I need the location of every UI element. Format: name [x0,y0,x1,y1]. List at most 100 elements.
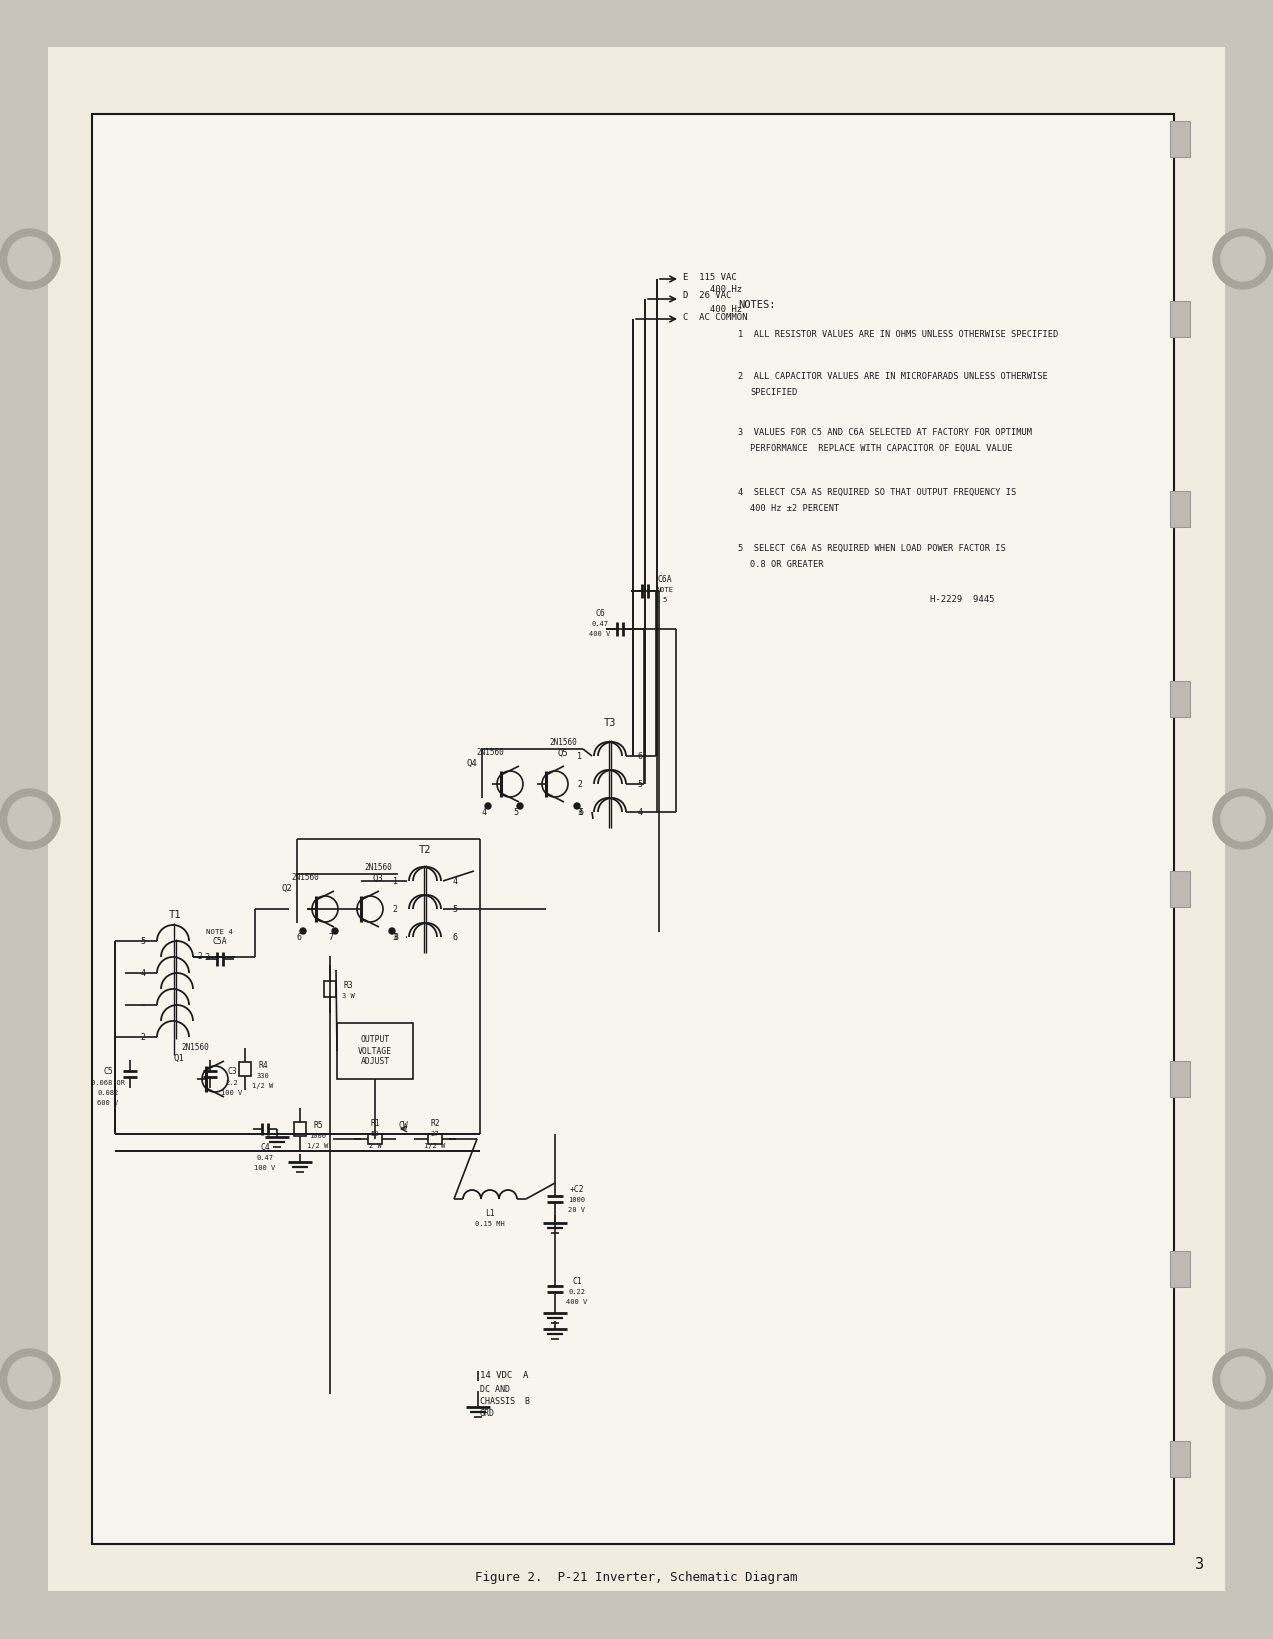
Bar [1170,682,1190,718]
Text: 14 VDC  A: 14 VDC A [480,1370,528,1380]
Circle shape [1213,229,1273,290]
Text: 5: 5 [452,905,457,915]
Text: C  AC COMMON: C AC COMMON [684,313,747,321]
Bar [1170,1441,1190,1477]
Text: 0.082: 0.082 [97,1090,118,1095]
Text: 2: 2 [140,1033,145,1042]
Text: R1: R1 [370,1119,379,1128]
Circle shape [1221,238,1265,282]
Text: T1: T1 [169,910,181,919]
Circle shape [332,928,339,934]
Text: 0.15 MH: 0.15 MH [475,1221,505,1226]
Bar [92,115,1174,1544]
Text: 400 V: 400 V [589,631,611,636]
Circle shape [574,803,580,810]
Circle shape [1213,1349,1273,1410]
Text: 6: 6 [297,933,302,942]
Text: H-2229  9445: H-2229 9445 [931,595,994,605]
Text: 2.2: 2.2 [225,1080,238,1085]
Text: VOLTAGE: VOLTAGE [358,1046,392,1056]
Text: 400 Hz: 400 Hz [684,305,742,313]
Circle shape [390,928,395,934]
Circle shape [0,229,60,290]
Text: 2 W: 2 W [369,1142,382,1149]
Bar [1170,121,1190,157]
Bar [1170,302,1190,338]
Text: 1000: 1000 [309,1133,326,1139]
Circle shape [1213,790,1273,849]
Text: 3  VALUES FOR C5 AND C6A SELECTED AT FACTORY FOR OPTIMUM: 3 VALUES FOR C5 AND C6A SELECTED AT FACT… [738,428,1032,436]
Text: 5: 5 [663,597,667,603]
Text: Q2: Q2 [281,883,293,892]
Bar [1170,492,1190,528]
Text: 2: 2 [578,780,583,788]
Text: 2  ALL CAPACITOR VALUES ARE IN MICROFARADS UNLESS OTHERWISE: 2 ALL CAPACITOR VALUES ARE IN MICROFARAD… [738,372,1048,380]
Text: R5: R5 [313,1121,323,1129]
Circle shape [1221,798,1265,841]
Text: 0.068 OR: 0.068 OR [90,1080,125,1085]
Text: C5: C5 [103,1067,113,1075]
Text: 5: 5 [513,808,518,816]
Bar [1170,1251,1190,1287]
Text: 5  SELECT C6A AS REQUIRED WHEN LOAD POWER FACTOR IS: 5 SELECT C6A AS REQUIRED WHEN LOAD POWER… [738,544,1006,552]
Text: SPECIFIED: SPECIFIED [750,388,797,397]
Text: 3: 3 [392,933,397,942]
Circle shape [8,798,52,841]
Text: 4: 4 [452,877,457,887]
Text: Q5: Q5 [558,747,568,757]
Text: NOTE 4: NOTE 4 [206,928,233,934]
Circle shape [0,790,60,849]
Text: Q4: Q4 [467,757,477,767]
Bar [428,1134,442,1144]
Text: 5: 5 [140,938,145,946]
Text: R3: R3 [344,980,353,990]
Text: 8: 8 [393,933,398,942]
Bar [1170,1062,1190,1098]
Circle shape [300,928,306,934]
Text: C5A: C5A [213,938,228,946]
Text: 1/2 W: 1/2 W [307,1142,328,1149]
Text: 6: 6 [638,752,643,760]
Text: 1/2 W: 1/2 W [424,1142,446,1149]
Text: 100 V: 100 V [222,1090,243,1095]
Text: 400 V: 400 V [566,1298,588,1305]
Text: OUTPUT: OUTPUT [360,1034,390,1044]
Text: 2N1560: 2N1560 [549,738,577,747]
Text: 0.47: 0.47 [592,621,608,626]
Text: 3 W: 3 W [341,992,354,998]
Text: CW: CW [398,1121,407,1129]
Text: 2N1560: 2N1560 [476,747,504,757]
Bar [325,982,336,998]
Text: E  115 VAC: E 115 VAC [684,272,737,282]
Text: Q1: Q1 [173,1052,185,1062]
Text: 0.47: 0.47 [256,1154,274,1160]
Text: 4  SELECT C5A AS REQUIRED SO THAT OUTPUT FREQUENCY IS: 4 SELECT C5A AS REQUIRED SO THAT OUTPUT … [738,488,1016,497]
Text: 0.22: 0.22 [569,1288,586,1295]
Text: -: - [140,1001,145,1010]
Text: 50: 50 [370,1131,379,1136]
Text: 20 V: 20 V [569,1206,586,1213]
Text: 400 Hz: 400 Hz [684,285,742,295]
Text: 2: 2 [197,952,202,960]
Text: CHASSIS  B: CHASSIS B [480,1396,530,1406]
Text: 1  ALL RESISTOR VALUES ARE IN OHMS UNLESS OTHERWISE SPECIFIED: 1 ALL RESISTOR VALUES ARE IN OHMS UNLESS… [738,329,1058,339]
Text: 5: 5 [638,780,643,788]
Bar [239,1062,251,1077]
Text: C1: C1 [572,1277,582,1285]
Text: 600 V: 600 V [97,1100,118,1105]
Text: 4: 4 [638,808,643,816]
Text: C6A: C6A [658,575,672,583]
Text: ADJUST: ADJUST [360,1057,390,1065]
Text: D  26 VAC: D 26 VAC [684,292,732,300]
Text: 2: 2 [392,905,397,915]
Text: 2N1560: 2N1560 [364,864,392,872]
Text: +C2: +C2 [570,1185,584,1193]
Circle shape [8,238,52,282]
Text: T3: T3 [603,718,616,728]
Text: R4: R4 [258,1060,267,1070]
Text: PERFORMANCE  REPLACE WITH CAPACITOR OF EQUAL VALUE: PERFORMANCE REPLACE WITH CAPACITOR OF EQ… [750,444,1012,452]
Text: 400 Hz ±2 PERCENT: 400 Hz ±2 PERCENT [750,503,839,513]
Text: 1/2 W: 1/2 W [252,1082,274,1088]
Text: L1: L1 [485,1210,495,1218]
Text: Q3: Q3 [373,874,383,882]
